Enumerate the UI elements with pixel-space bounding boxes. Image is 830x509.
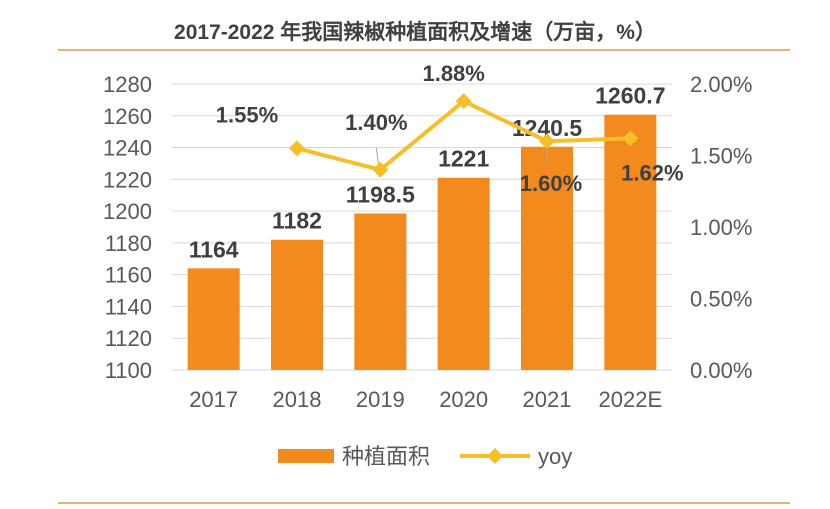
left-tick-label: 1160 (105, 263, 152, 288)
bar-data-label: 1198.5 (346, 181, 415, 207)
yoy-data-label: 1.55% (216, 102, 278, 127)
x-tick-label: 2017 (189, 387, 238, 412)
yoy-marker (289, 140, 305, 157)
yoy-marker (539, 133, 555, 150)
bottom-divider (58, 502, 790, 504)
x-tick-label: 2020 (439, 387, 488, 412)
x-tick-label: 2018 (273, 387, 322, 412)
x-tick-label: 2022E (599, 387, 663, 412)
right-tick-label: 2.00% (690, 72, 752, 97)
left-tick-label: 1200 (103, 199, 152, 224)
x-tick-label: 2021 (523, 387, 572, 412)
left-tick-label: 1140 (105, 294, 152, 319)
bar (521, 146, 573, 370)
left-tick-label: 1280 (103, 72, 152, 97)
yoy-data-label: 1.62% (621, 160, 683, 185)
right-tick-label: 0.50% (690, 287, 752, 312)
x-tick-label: 2019 (356, 387, 405, 412)
yoy-data-label: 1.40% (345, 110, 407, 135)
legend-bar-swatch (278, 449, 334, 463)
yoy-data-label: 1.88% (422, 61, 484, 86)
left-tick-label: 1220 (103, 167, 152, 192)
chart-title: 2017-2022 年我国辣椒种植面积及增速（万亩，%） (174, 21, 656, 44)
yoy-marker (622, 130, 639, 147)
bar (187, 268, 240, 370)
legend-diamond-icon (487, 448, 503, 464)
yoy-data-label: 1.60% (520, 171, 582, 196)
title-divider (58, 49, 790, 51)
right-tick-label: 1.50% (690, 144, 752, 169)
yoy-marker (372, 161, 389, 178)
bar (437, 177, 490, 370)
left-tick-label: 1100 (105, 358, 152, 383)
bar-data-label: 1221 (438, 146, 489, 172)
bar-data-label: 1182 (272, 208, 322, 234)
bar (354, 213, 407, 370)
legend-label-yoy: yoy (538, 444, 572, 469)
bar-data-label: 1260.7 (595, 83, 665, 109)
left-tick-label: 1180 (105, 231, 152, 256)
bar-data-label: 1164 (189, 236, 239, 262)
legend-label-area: 种植面积 (342, 444, 430, 469)
left-tick-label: 1120 (105, 326, 152, 351)
left-tick-label: 1260 (103, 104, 152, 129)
right-tick-label: 1.00% (690, 215, 752, 240)
leader-line (375, 147, 379, 164)
bar (271, 239, 323, 370)
bar (604, 114, 657, 370)
left-tick-label: 1240 (103, 136, 152, 161)
right-tick-label: 0.00% (690, 358, 752, 383)
yoy-marker (455, 93, 472, 110)
